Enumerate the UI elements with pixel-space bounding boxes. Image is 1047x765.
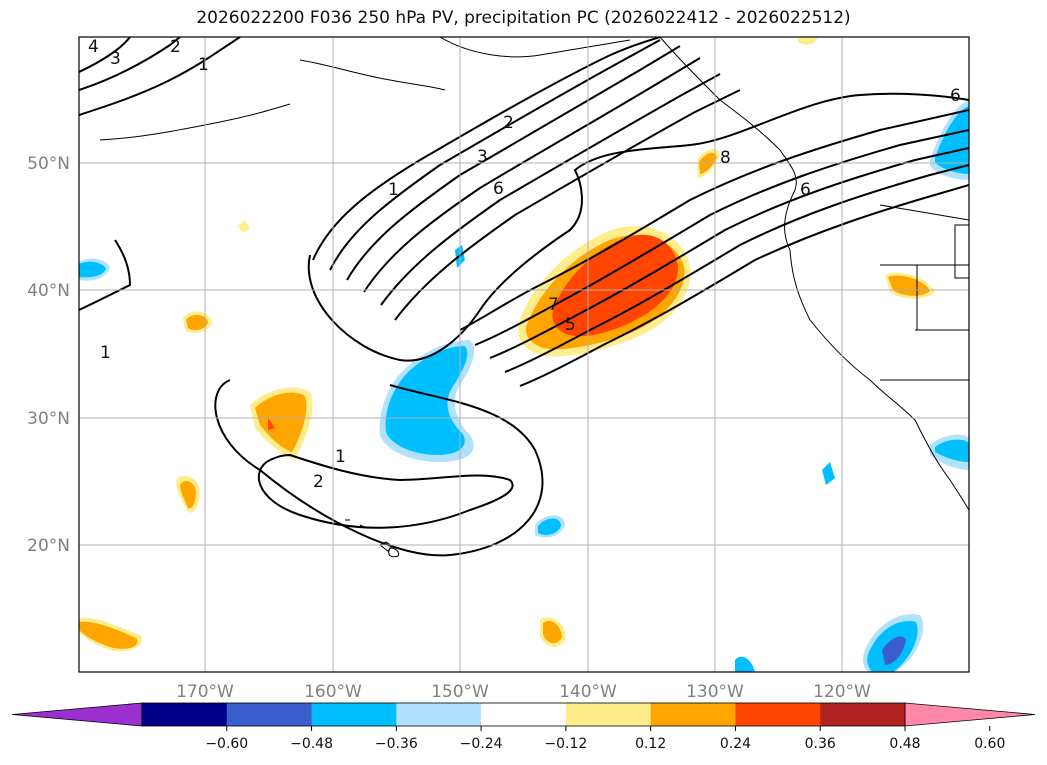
colorbar-segment — [396, 703, 482, 726]
colorbar-tick-label: 0.48 — [889, 736, 920, 752]
colorbar-tick-label: 0.24 — [720, 736, 751, 752]
colorbar-segment — [650, 703, 736, 726]
contour-label: 6 — [493, 179, 504, 199]
contour-label: 4 — [88, 37, 99, 57]
contour-label: 1 — [100, 343, 111, 363]
longitude-labels: 170°W 160°W 150°W 140°W 130°W 120°W — [176, 682, 871, 702]
contour-label: 7 — [548, 295, 559, 315]
contour-label: 2 — [313, 472, 324, 492]
colorbar-tick-label: 0.36 — [805, 736, 836, 752]
colorbar-extend-high — [904, 702, 1036, 727]
colorbar-segment — [481, 703, 567, 726]
lon-label: 140°W — [559, 682, 617, 702]
lon-label: 160°W — [304, 682, 362, 702]
lat-label: 40°N — [27, 281, 70, 301]
colorbar-tick-label: −0.12 — [544, 736, 587, 752]
colorbar-tick-label: −0.48 — [290, 736, 333, 752]
latitude-labels: 50°N 40°N 30°N 20°N — [27, 154, 70, 556]
contour-label: 1 — [335, 447, 346, 467]
contour-label: 2 — [503, 113, 514, 133]
contour-labels: 4 3 2 1 1 2 3 6 8 6 1 2 1 7 5 6 — [88, 37, 961, 492]
contour-label: 1 — [388, 180, 399, 200]
contour-label: 6 — [950, 86, 961, 106]
colorbar-border — [141, 702, 906, 727]
map-frame — [78, 36, 970, 673]
lat-label: 50°N — [27, 154, 70, 174]
graticule — [79, 37, 969, 672]
lon-label: 120°W — [813, 682, 871, 702]
contour-label: 2 — [170, 37, 181, 57]
colorbar-extend-low — [11, 702, 143, 727]
lon-label: 130°W — [686, 682, 744, 702]
colorbar-tick-label: −0.24 — [460, 736, 503, 752]
colorbar-segment — [565, 703, 652, 726]
colorbar-tick-label: −0.36 — [375, 736, 418, 752]
lon-label: 170°W — [176, 682, 234, 702]
contour-label: 3 — [110, 49, 121, 69]
lat-label: 30°N — [27, 409, 70, 429]
contour-label: 3 — [477, 147, 488, 167]
contour-label: 1 — [198, 55, 209, 75]
colorbar-tick-label: 0.60 — [974, 736, 1005, 752]
pv-contours — [79, 37, 969, 557]
colorbar-tick-label: −0.60 — [205, 736, 248, 752]
lon-label: 150°W — [431, 682, 489, 702]
colorbar-segment — [142, 703, 228, 726]
colorbar: −0.60 −0.48 −0.36 −0.24 −0.12 0.12 0.24 0.36 0.4… — [11, 702, 1036, 752]
map-title: 2026022200 F036 250 hPa PV, precipitatio… — [196, 8, 851, 28]
colorbar-tick-label: 0.12 — [635, 736, 666, 752]
colorbar-segment — [226, 703, 313, 726]
contour-label: 5 — [565, 315, 576, 335]
lat-label: 20°N — [27, 536, 70, 556]
colorbar-segment — [735, 703, 821, 726]
contour-label: 8 — [720, 148, 731, 168]
colorbar-segment — [311, 703, 397, 726]
colorbar-segment — [820, 703, 906, 726]
map-area — [79, 37, 969, 672]
contour-label: 6 — [800, 180, 811, 200]
